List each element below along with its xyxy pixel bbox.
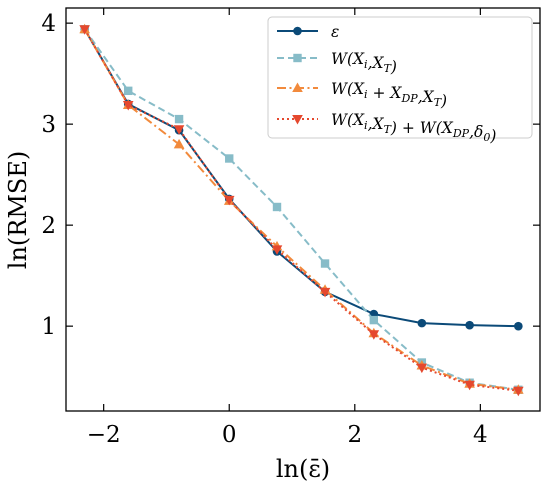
series-line bbox=[83, 28, 519, 391]
series-layer bbox=[79, 23, 524, 397]
data-point bbox=[79, 25, 90, 35]
data-point bbox=[173, 138, 185, 149]
data-point bbox=[369, 315, 379, 325]
data-point bbox=[122, 100, 134, 111]
data-point bbox=[417, 318, 427, 328]
legend-label: W(Xi + XDP,XT) bbox=[331, 80, 447, 110]
y-tick-label: 2 bbox=[41, 213, 56, 239]
data-point bbox=[223, 195, 235, 206]
data-point bbox=[514, 321, 523, 331]
legend-marker bbox=[292, 82, 303, 92]
y-axis-label: ln(RMSE) bbox=[4, 151, 32, 269]
legend-marker bbox=[293, 26, 302, 36]
data-point bbox=[368, 330, 380, 340]
y-tick-label: 1 bbox=[41, 314, 56, 340]
legend-label: ε bbox=[331, 23, 339, 41]
legend-marker bbox=[292, 115, 303, 125]
series-line bbox=[83, 28, 519, 391]
x-tick-label: −2 bbox=[87, 422, 121, 448]
data-point bbox=[465, 320, 474, 330]
series-4 bbox=[79, 25, 524, 397]
legend-box bbox=[267, 16, 533, 139]
x-tick-label: 2 bbox=[347, 422, 362, 448]
legend-entry-1: ε bbox=[277, 23, 339, 41]
data-point bbox=[174, 114, 184, 124]
x-tick-label: 4 bbox=[473, 422, 488, 448]
x-tick-label: 0 bbox=[222, 422, 237, 448]
legend-entry-4: W(Xi,XT) + W(XDP,δ0) bbox=[277, 111, 496, 145]
data-point bbox=[271, 245, 283, 255]
data-point bbox=[173, 125, 185, 135]
data-point bbox=[272, 202, 282, 212]
legend-label: W(Xi,XT) bbox=[331, 50, 397, 76]
series-line bbox=[83, 28, 519, 392]
y-tick-label: 4 bbox=[41, 11, 56, 37]
legend-marker bbox=[293, 53, 302, 63]
plot-frame bbox=[65, 7, 541, 412]
y-tick-label: 3 bbox=[41, 112, 56, 138]
legend: ε W(Xi,XT) W(Xi + XDP,XT)W(Xi,XT) + W(XDP,… bbox=[267, 16, 533, 145]
data-point bbox=[416, 363, 428, 374]
data-point bbox=[319, 287, 331, 298]
data-point bbox=[225, 154, 234, 163]
data-point bbox=[513, 386, 524, 397]
legend-entry-2: W(Xi,XT) bbox=[277, 50, 397, 76]
data-point bbox=[124, 86, 133, 96]
ticks-layer: −2 0 2 4 1 2 3 4 bbox=[41, 8, 540, 448]
legend-entry-3: W(Xi + XDP,XT) bbox=[277, 80, 447, 110]
legend-label: W(Xi,XT) + W(XDP,δ0) bbox=[331, 111, 496, 145]
data-point bbox=[464, 380, 475, 391]
x-axis-label: ln(ε̄) bbox=[276, 455, 330, 483]
data-point bbox=[320, 259, 330, 268]
